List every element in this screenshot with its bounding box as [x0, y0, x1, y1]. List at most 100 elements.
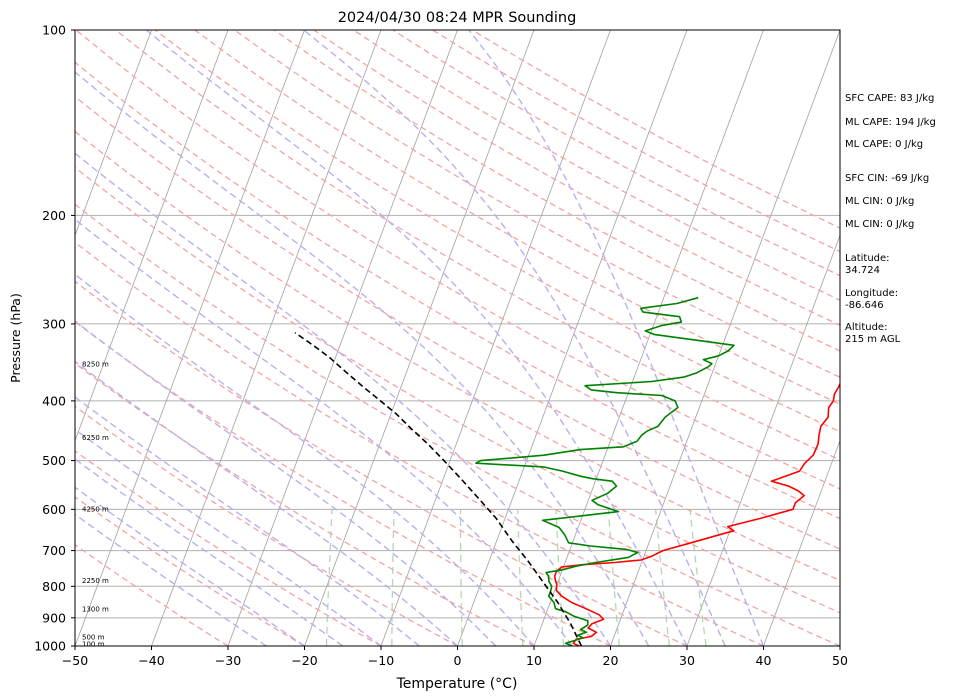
x-tick-label: 50 — [832, 653, 848, 668]
series-line-2 — [475, 296, 735, 646]
ml-cin-text-2: ML CIN: 0 J/kg — [845, 219, 915, 230]
height-label: 6250 m — [82, 434, 109, 442]
moist-adiabat-line — [75, 273, 535, 646]
dry-adiabat-line — [194, 30, 840, 405]
height-label: 2250 m — [82, 577, 109, 585]
dry-adiabat-line — [75, 203, 840, 646]
dry-adiabat-line — [392, 30, 840, 277]
dry-adiabat-line — [154, 30, 840, 433]
isotherm-line — [304, 30, 535, 646]
y-tick-label: 500 — [42, 453, 66, 468]
x-tick-label: 20 — [603, 653, 619, 668]
isotherm-line — [610, 30, 840, 646]
y-tick-label: 1000 — [34, 639, 66, 654]
dry-adiabat-line — [75, 362, 535, 646]
isotherm-line — [686, 234, 840, 646]
isotherm-line — [763, 439, 840, 646]
mixing-ratio-line — [325, 509, 333, 646]
dry-adiabat-line — [115, 30, 840, 461]
x-tick-label: −50 — [62, 653, 88, 668]
chart-title: 2024/04/30 08:24 MPR Sounding — [338, 10, 577, 26]
mixing-ratio-line — [459, 509, 463, 646]
x-axis: −50 −40 −30 −20 −10 0 10 20 30 40 50 — [62, 646, 848, 668]
moist-adiabat-line — [75, 152, 612, 646]
moist-adiabat-line — [75, 428, 382, 646]
y-tick-label: 800 — [42, 579, 66, 594]
moist-adiabat-line — [75, 360, 458, 646]
y-tick-label: 600 — [42, 502, 66, 517]
dry-adiabat-line — [273, 30, 840, 352]
dry-adiabat-line — [75, 30, 840, 490]
moist-adiabat-line — [145, 30, 688, 646]
x-tick-label: −30 — [215, 653, 241, 668]
latitude-text: Latitude: 34.724 — [845, 253, 890, 276]
moist-adiabat-line — [75, 458, 344, 646]
moist-adiabat-line — [303, 30, 726, 646]
isotherm-line — [75, 30, 152, 237]
isotherm-line — [75, 30, 305, 646]
ml-cin-text: ML CIN: 0 J/kg — [845, 196, 915, 207]
mixing-ratio-line — [555, 509, 565, 646]
y-tick-label: 200 — [42, 208, 66, 223]
dry-adiabat-line — [75, 241, 764, 646]
x-tick-label: 10 — [526, 653, 542, 668]
isotherm-line — [151, 30, 382, 646]
y-tick-label: 900 — [42, 610, 66, 625]
isotherm-line — [457, 30, 688, 646]
height-label: 500 m — [82, 633, 105, 641]
moist-adiabat-line — [75, 396, 420, 646]
dry-adiabat-line — [75, 543, 229, 646]
ml-cape-text-2: ML CAPE: 0 J/kg — [845, 139, 924, 150]
dry-adiabat-line — [75, 280, 688, 646]
moist-adiabat-line — [75, 513, 267, 646]
height-label: 8250 m — [82, 361, 109, 369]
y-axis-label: Pressure (hPa) — [8, 293, 23, 383]
x-axis-label: Temperature (°C) — [396, 676, 518, 692]
sfc-cape-text: SFC CAPE: 83 J/kg — [845, 93, 935, 104]
dry-adiabat-line — [75, 130, 840, 582]
ml-cape-text: ML CAPE: 194 J/kg — [845, 117, 936, 128]
isotherm-line — [380, 30, 611, 646]
data-lines — [294, 296, 840, 646]
y-tick-label: 300 — [42, 316, 66, 331]
y-axis: 1000 900 800 700 600 500 400 300 200 100 — [34, 23, 75, 654]
mixing-ratio-line — [517, 509, 524, 646]
dry-adiabat-line — [75, 95, 840, 550]
mixing-ratio-line — [689, 509, 707, 646]
moist-adiabat-line — [75, 218, 573, 646]
x-tick-label: 0 — [454, 653, 462, 668]
series-line-3 — [294, 332, 583, 646]
dry-adiabat-line — [75, 450, 382, 646]
isotherm-line — [75, 30, 229, 442]
height-label: 100 m — [82, 640, 105, 648]
height-label: 1300 m — [82, 606, 109, 614]
moist-adiabat-line — [75, 71, 650, 646]
series-line-1 — [553, 382, 840, 646]
x-tick-label: 40 — [756, 653, 772, 668]
altitude-text: Altitude: 215 m AGL — [845, 322, 901, 345]
dry-adiabat-line — [75, 496, 305, 646]
moist-adiabat-line — [468, 30, 765, 646]
isotherm-line — [227, 30, 458, 646]
height-label: 4250 m — [82, 505, 109, 513]
background-lines — [75, 30, 840, 646]
x-tick-label: −10 — [368, 653, 394, 668]
dry-adiabat-line — [75, 320, 611, 646]
y-tick-label: 700 — [42, 543, 66, 558]
longitude-text: Longitude: -86.646 — [845, 288, 899, 311]
x-tick-label: −20 — [291, 653, 317, 668]
mixing-ratio-line — [607, 509, 620, 646]
moist-adiabat-line — [75, 486, 305, 646]
y-tick-label: 400 — [42, 393, 66, 408]
x-tick-label: 30 — [679, 653, 695, 668]
isotherm-line — [533, 30, 764, 646]
dry-adiabat-line — [75, 405, 458, 646]
moist-adiabat-line — [75, 320, 497, 646]
sfc-cin-text: SFC CIN: -69 J/kg — [845, 173, 930, 184]
dry-adiabat-line — [234, 30, 840, 378]
mixing-ratio-line — [654, 509, 671, 646]
y-tick-label: 100 — [42, 23, 66, 38]
x-tick-label: −40 — [138, 653, 164, 668]
